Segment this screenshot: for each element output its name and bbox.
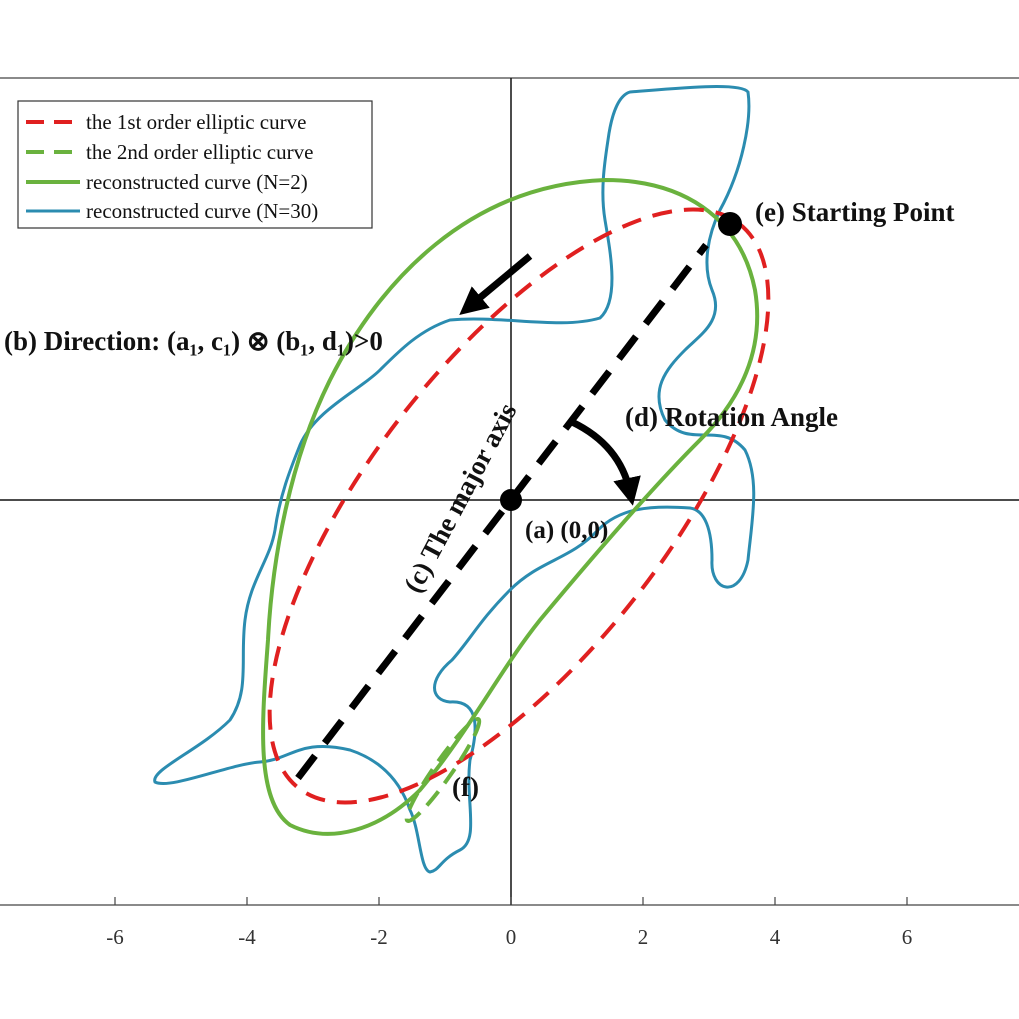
annotation: (a) (0,0) — [525, 517, 608, 544]
x-tick-label: 4 — [770, 925, 781, 949]
annotation: (f) — [452, 772, 479, 802]
legend-label: reconstructed curve (N=30) — [86, 199, 318, 223]
annotation: (d) Rotation Angle — [625, 402, 838, 432]
rotation-arrow — [570, 418, 641, 506]
x-tick-label: 2 — [638, 925, 649, 949]
direction-arrow — [459, 253, 533, 315]
x-ticks: -6 -4 -2 0 2 4 6 — [106, 897, 912, 949]
x-tick-label: -6 — [106, 925, 124, 949]
ellipse-2nd — [404, 716, 482, 824]
legend: the 1st order elliptic curve the 2nd ord… — [17, 100, 373, 229]
start-point — [718, 212, 742, 236]
x-tick-label: 6 — [902, 925, 913, 949]
curve-n30 — [153, 85, 756, 874]
x-tick-label: -4 — [238, 925, 256, 949]
origin-point — [500, 489, 522, 511]
x-tick-label: -2 — [370, 925, 388, 949]
legend-label: the 1st order elliptic curve — [86, 110, 306, 134]
annotation: (e) Starting Point — [755, 197, 954, 227]
annotation: (b) Direction: (a₁, c₁) ⊗ (b₁, d₁)>0 — [4, 326, 383, 356]
major-axis — [295, 242, 709, 781]
legend-label: reconstructed curve (N=2) — [86, 170, 308, 194]
legend-label: the 2nd order elliptic curve — [86, 140, 313, 164]
x-tick-label: 0 — [506, 925, 517, 949]
curve-n2 — [261, 177, 760, 836]
